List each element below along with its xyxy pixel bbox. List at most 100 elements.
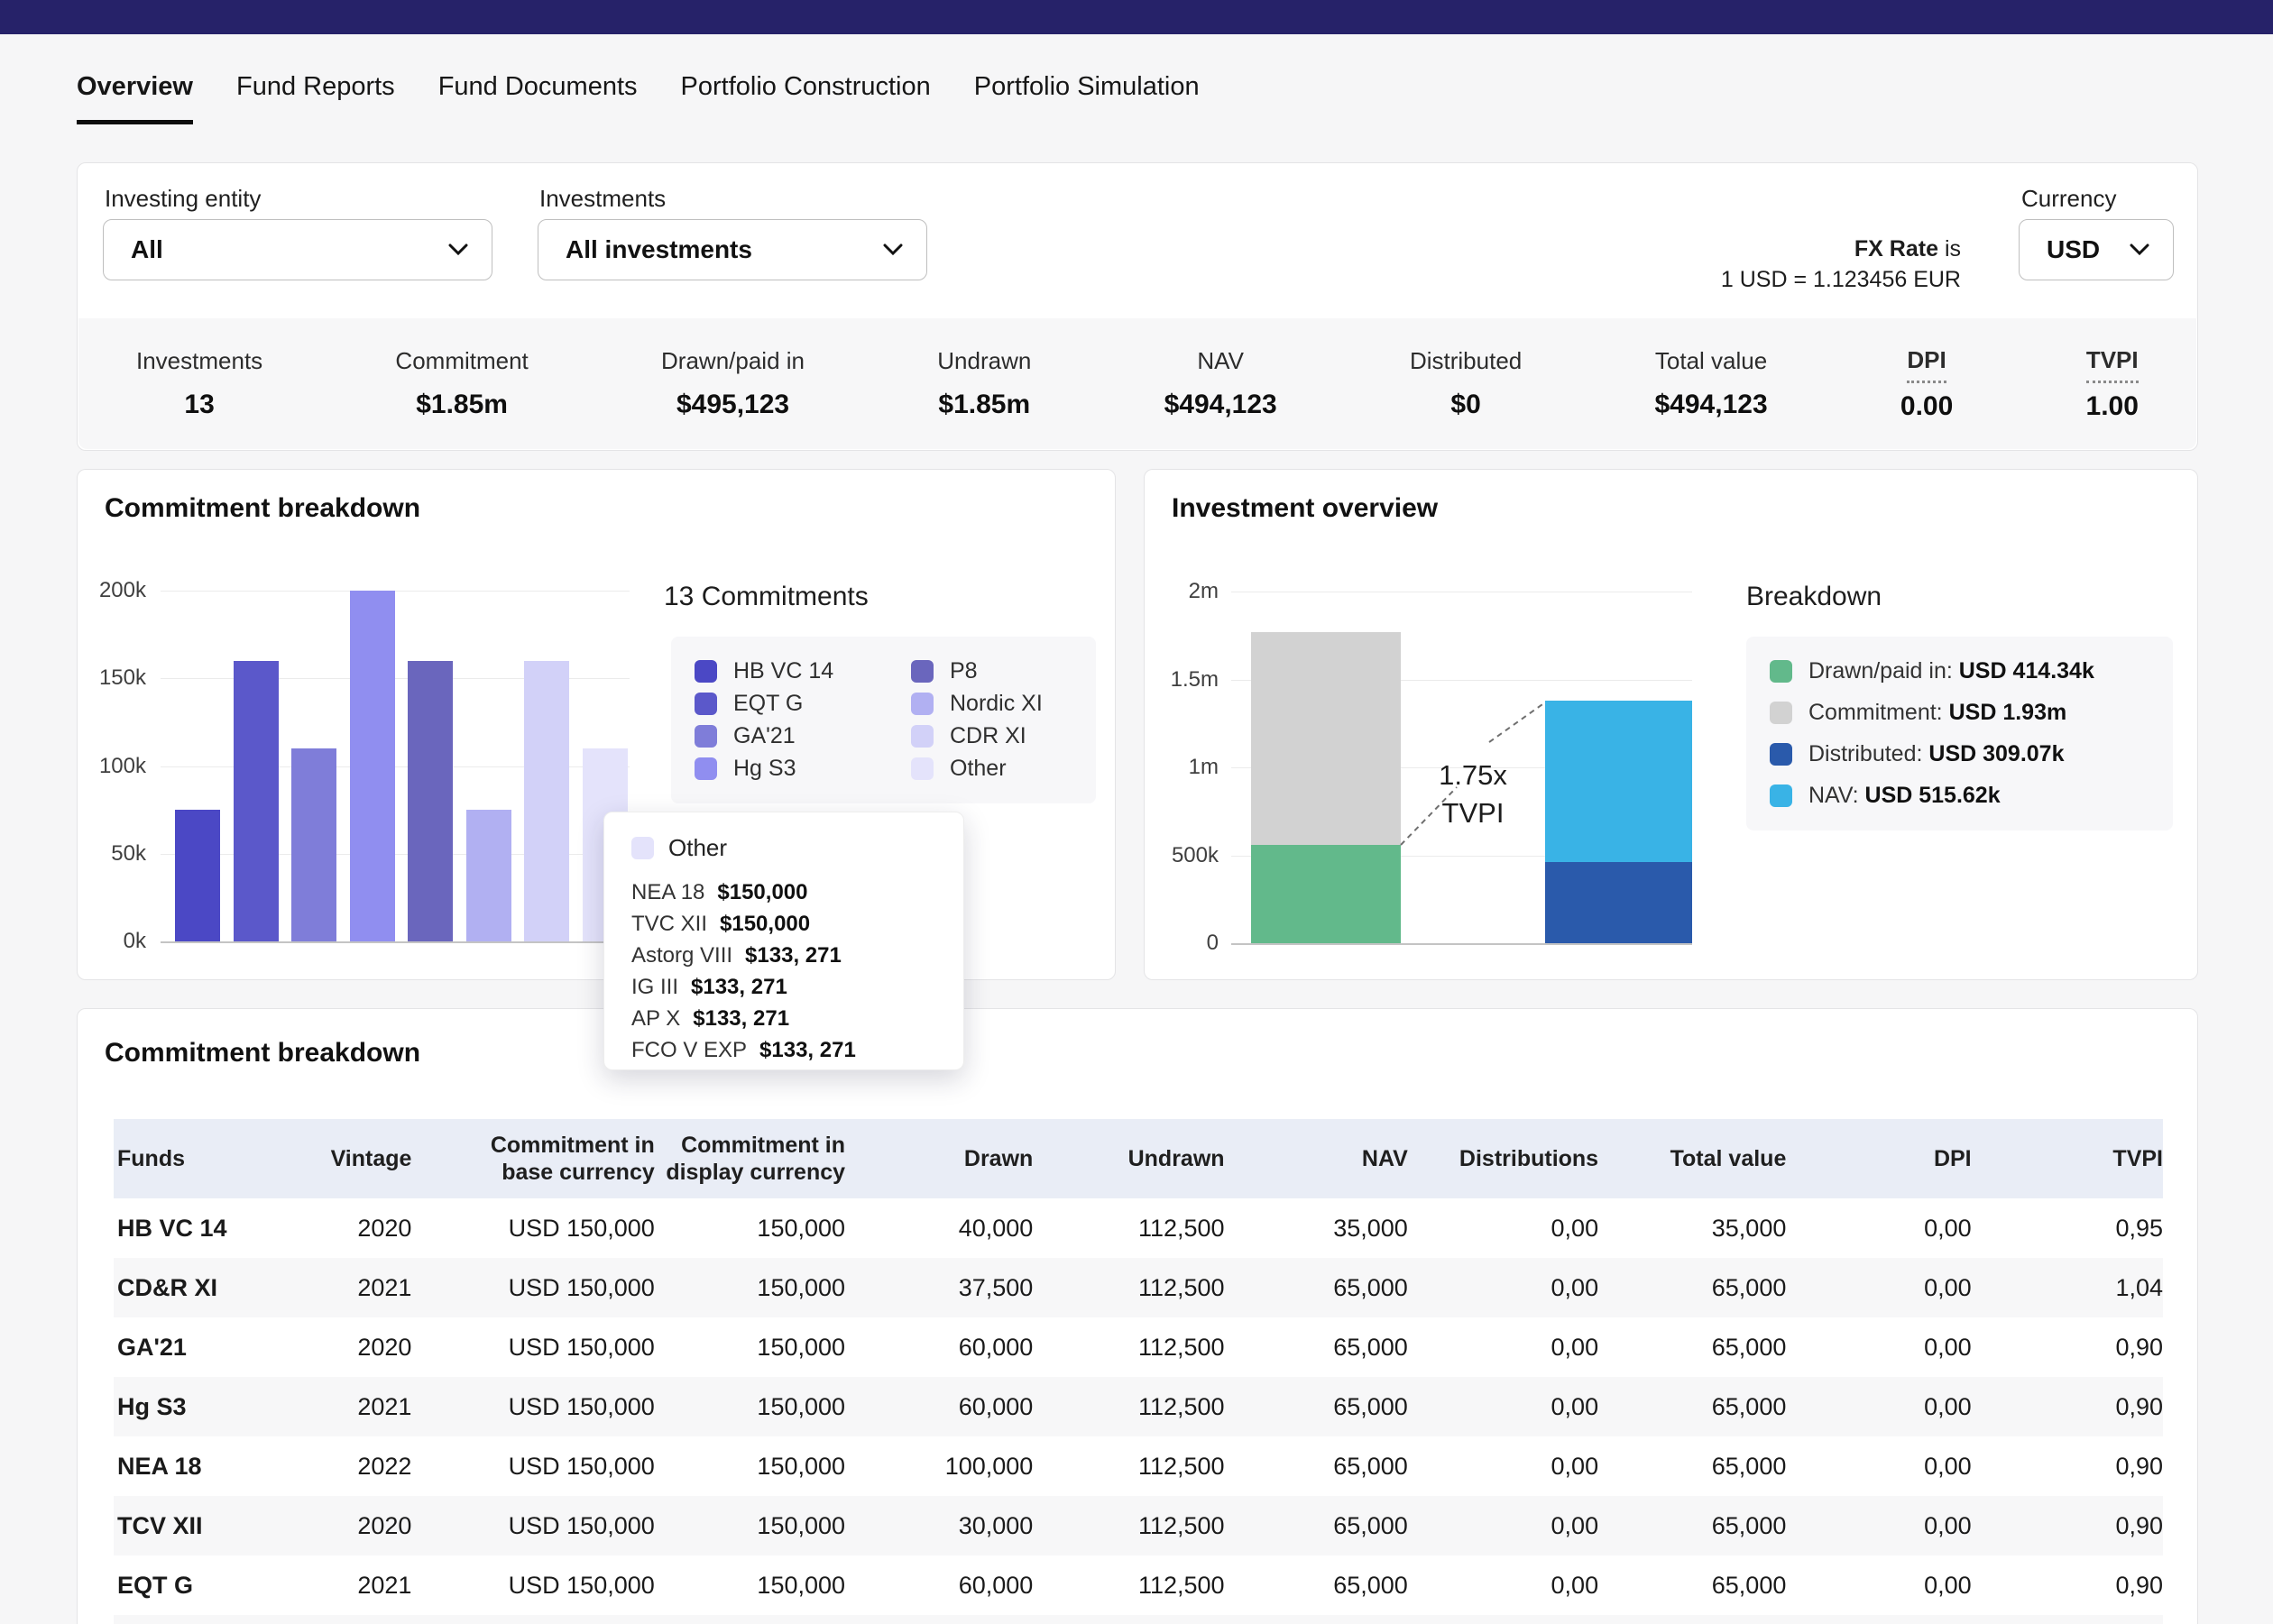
legend-item-nordic-xi: Nordic XI xyxy=(911,687,1096,720)
table-cell: TCV XII xyxy=(114,1496,295,1555)
table-row-cd-r-xi[interactable]: CD&R XI 2021 USD 150,000 150,000 37,500 112,5… xyxy=(114,1258,2163,1317)
table-cell: 150,000 xyxy=(757,1214,846,1242)
tooltip-row: AP X $133, 271 xyxy=(631,1003,936,1034)
table-cell: 112,500 xyxy=(1137,1333,1225,1361)
table-row-hg-s3[interactable]: Hg S3 2021 USD 150,000 150,000 60,000 112,500… xyxy=(114,1377,2163,1436)
chart-bar-cdr-xi[interactable] xyxy=(524,660,569,941)
gridline xyxy=(1231,855,1692,857)
table-cell: 65,000 xyxy=(1333,1333,1408,1361)
table-cell: 35,000 xyxy=(1333,1214,1408,1242)
stat-value: $1.85m xyxy=(938,390,1031,419)
legend-label: GA'21 xyxy=(733,723,796,749)
y-axis-tick-label: 200k xyxy=(98,578,146,602)
investing-entity-select[interactable]: All xyxy=(103,219,492,280)
chart-bar-eqt-g[interactable] xyxy=(233,660,279,941)
chart-bar-hb-vc-14[interactable] xyxy=(175,810,220,941)
stat-investments: Investments 13 xyxy=(136,347,262,420)
stat-label: Commitment xyxy=(395,347,529,374)
table-cell: 0,00 xyxy=(1786,1377,1972,1436)
table-cell: 2021 xyxy=(294,1377,412,1436)
tooltip-fund-value: $133, 271 xyxy=(693,1006,790,1031)
legend-swatch xyxy=(695,725,717,748)
investments-value: All investments xyxy=(566,235,752,263)
chart-bar-ga-21[interactable] xyxy=(291,748,336,941)
tooltip-fund-value: $133, 271 xyxy=(759,1038,856,1062)
legend-item-other: Other xyxy=(911,753,1096,785)
table-row-ga-21[interactable]: GA'21 2020 USD 150,000 150,000 60,000 112,500… xyxy=(114,1317,2163,1377)
legend-item-nav-: NAV: USD 515.62k xyxy=(1770,783,2149,809)
stacked-segment-commitment[interactable] xyxy=(1251,631,1401,845)
legend-label: NAV: USD 515.62k xyxy=(1808,783,2001,808)
table-cell: 0,95 xyxy=(2115,1214,2163,1242)
stacked-segment-nav[interactable] xyxy=(1545,700,1692,863)
gridline xyxy=(161,853,630,855)
commitment-breakdown-chart-card: Commitment breakdown 0k 50k 100k 150k 200k 1… xyxy=(77,469,1116,980)
y-axis-tick-label: 1.5m xyxy=(1170,666,1219,692)
stat-value: $494,123 xyxy=(1654,390,1768,419)
gridline xyxy=(161,941,630,943)
legend-swatch xyxy=(1770,660,1792,683)
table-row-nea-18[interactable]: NEA 18 2022 USD 150,000 150,000 100,000 112,5… xyxy=(114,1436,2163,1496)
stat-label: NAV xyxy=(1197,347,1244,374)
gridline xyxy=(161,678,630,680)
tab-portfolio-simulation[interactable]: Portfolio Simulation xyxy=(973,72,1200,101)
table-cell: 65,000 xyxy=(1711,1333,1787,1361)
table-cell: 150,000 xyxy=(757,1452,846,1480)
y-axis-tick-label: 100k xyxy=(98,753,146,778)
table-cell: 0,00 xyxy=(1551,1452,1599,1480)
table-cell: 0,00 xyxy=(1407,1496,1599,1555)
investing-entity-value: All xyxy=(131,235,163,263)
legend-label: Distributed: USD 309.07k xyxy=(1808,741,2065,766)
table-cell: 0,00 xyxy=(1551,1214,1599,1242)
table-row-hb-vc-14[interactable]: HB VC 14 2020 USD 150,000 150,000 40,000 112,… xyxy=(114,1198,2163,1258)
chevron-down-icon xyxy=(883,243,903,256)
table-row-tcv-xii[interactable]: TCV XII 2020 USD 150,000 150,000 30,000 112,5… xyxy=(114,1496,2163,1555)
stacked-segment-distributed[interactable] xyxy=(1545,862,1692,943)
tab-fund-reports[interactable]: Fund Reports xyxy=(235,72,395,101)
table-cell: 2021 xyxy=(294,1258,412,1317)
legend-swatch xyxy=(1770,702,1792,724)
table-cell: NEA 18 xyxy=(117,1452,202,1480)
filter-stats-card: Investing entity All Investments All inv… xyxy=(77,162,2198,451)
chart-bar-hg-s3[interactable] xyxy=(349,591,395,941)
tab-bar: Overview Fund Reports Fund Documents Portfo… xyxy=(77,72,1200,124)
stat-value: $0 xyxy=(1450,390,1481,419)
table-cell: USD 150,000 xyxy=(508,1333,655,1361)
column-header-distributions: Distributions xyxy=(1407,1119,1599,1198)
stat-label[interactable]: DPI xyxy=(1907,346,1946,383)
legend-item-p8: P8 xyxy=(911,655,1096,687)
breakdown-legend-title: Breakdown xyxy=(1746,582,1882,611)
column-header-nav: NAV xyxy=(1224,1119,1408,1198)
tooltip-fund-value: $150,000 xyxy=(717,880,808,904)
stat-tvpi: TVPI 1.00 xyxy=(2086,346,2139,422)
legend-item-hb-vc-14: HB VC 14 xyxy=(695,655,911,687)
tooltip-fund-name: IG III xyxy=(631,975,679,999)
chart-bar-nordic-xi[interactable] xyxy=(465,810,511,941)
chart-bar-p8[interactable] xyxy=(408,660,453,941)
stat-total-value: Total value $494,123 xyxy=(1655,347,1768,420)
gridline xyxy=(161,591,630,592)
breakdown-legend: Drawn/paid in: USD 414.34k Commitment: US… xyxy=(1746,637,2173,830)
tab-fund-documents[interactable]: Fund Documents xyxy=(437,72,638,101)
tab-portfolio-construction[interactable]: Portfolio Construction xyxy=(680,72,931,101)
investments-select[interactable]: All investments xyxy=(538,219,927,280)
legend-label: Drawn/paid in: USD 414.34k xyxy=(1808,658,2094,684)
tab-overview[interactable]: Overview xyxy=(77,72,193,124)
table-cell: 0,00 xyxy=(1924,1452,1972,1480)
table-cell: 112,500 xyxy=(1033,1377,1225,1436)
chart-title: Commitment breakdown xyxy=(105,493,421,523)
stat-label[interactable]: TVPI xyxy=(2085,346,2139,383)
table-cell: USD 150,000 xyxy=(411,1258,655,1317)
gridline xyxy=(1231,943,1692,945)
legend-item-cdr-xi: CDR XI xyxy=(911,720,1096,753)
currency-select[interactable]: USD xyxy=(2019,219,2174,280)
table-cell: 0,00 xyxy=(1407,1258,1599,1317)
stacked-segment-drawn-paid-in[interactable] xyxy=(1251,844,1401,943)
investments-label: Investments xyxy=(539,185,667,212)
legend-label: Nordic XI xyxy=(950,690,1043,716)
table-cell: 0,00 xyxy=(1924,1571,1972,1599)
stat-nav: NAV $494,123 xyxy=(1164,347,1277,420)
table-row-eqt-g[interactable]: EQT G 2021 USD 150,000 150,000 60,000 112,500… xyxy=(114,1555,2163,1615)
table-cell: 0,00 xyxy=(1551,1333,1599,1361)
